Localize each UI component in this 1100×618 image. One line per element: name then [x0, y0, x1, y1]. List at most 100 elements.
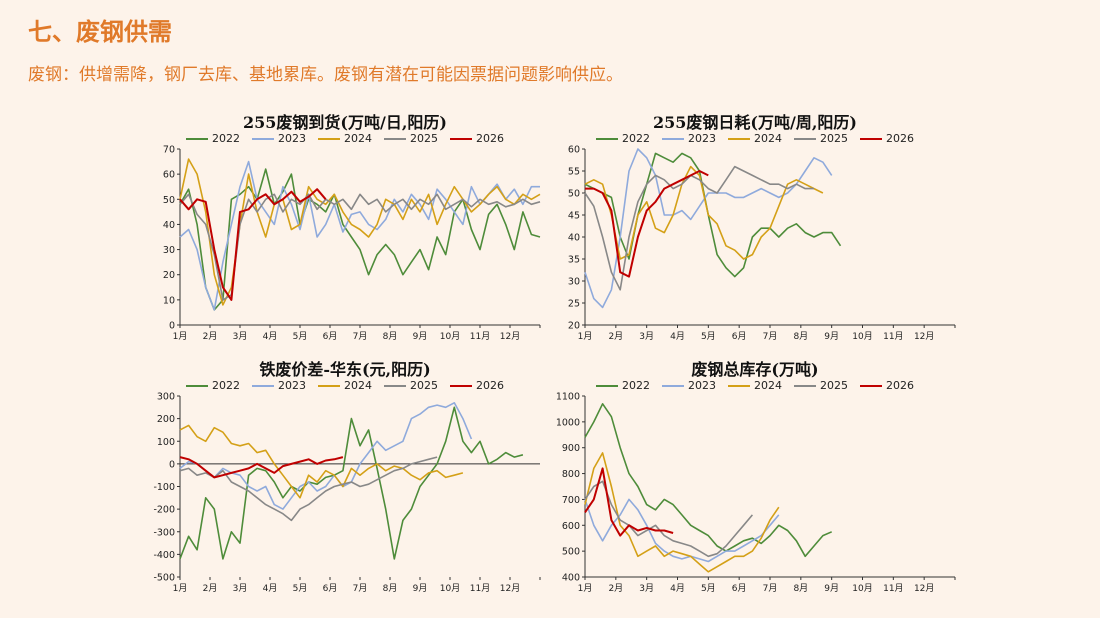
y-tick-label: 35 — [568, 255, 580, 266]
x-tick-label: 12月 — [914, 583, 934, 594]
legend-label: 2023 — [278, 379, 306, 392]
legend-label: 2025 — [410, 379, 438, 392]
chart-title: 255废钢到货(万吨/日,阳历) — [243, 113, 447, 132]
y-tick-label: -100 — [153, 482, 175, 493]
legend-swatch — [384, 385, 406, 387]
y-tick-label: 70 — [163, 145, 175, 156]
series-line-2022 — [179, 168, 541, 311]
legend-swatch — [794, 385, 816, 387]
x-tick-label: 4月 — [263, 331, 278, 342]
legend-label: 2024 — [344, 132, 372, 145]
chart-panel-2: 铁废价差-华东(元,阳历) 2022 2023 2024 2025 2026 -500 -40… — [140, 352, 550, 597]
chart-title: 255废钢日耗(万吨/周,阳历) — [653, 113, 857, 132]
legend-item-2026: 2026 — [860, 132, 914, 145]
chart-panel-3: 废钢总库存(万吨) 2022 2023 2024 2025 2026 400 500 600 70… — [545, 352, 965, 597]
series-line-2026 — [585, 170, 709, 278]
legend-swatch — [860, 385, 882, 387]
chart-panel-0: 255废钢到货(万吨/日,阳历) 2022 2023 2024 2025 2026 0 10 2… — [140, 105, 550, 345]
y-tick-label: 10 — [163, 295, 175, 306]
legend-swatch — [450, 138, 472, 140]
legend-swatch — [450, 385, 472, 387]
legend-label: 2025 — [820, 132, 848, 145]
chart-panel-1: 255废钢日耗(万吨/周,阳历) 2022 2023 2024 2025 2026 20 25… — [545, 105, 965, 345]
x-tick-label: 8月 — [383, 331, 398, 342]
series-line-2025 — [179, 456, 438, 522]
legend-swatch — [318, 385, 340, 387]
x-tick-label: 2月 — [203, 331, 218, 342]
x-tick-label: 7月 — [353, 583, 368, 594]
x-tick-label: 9月 — [413, 331, 428, 342]
y-tick-label: 0 — [169, 459, 175, 470]
legend-swatch — [794, 138, 816, 140]
x-tick-label: 9月 — [824, 331, 839, 342]
legend-item-2024: 2024 — [318, 379, 372, 392]
legend-item-2022: 2022 — [186, 132, 240, 145]
legend-swatch — [384, 138, 406, 140]
legend-item-2025: 2025 — [794, 379, 848, 392]
legend-swatch — [662, 385, 684, 387]
chart-plot: -500 -400 -300 -200 -100 0 100 200 300 1月 2月 3月 4月 5月… — [153, 392, 541, 594]
y-tick-label: 900 — [562, 443, 580, 454]
x-tick-label: 1月 — [578, 583, 593, 594]
legend-item-2025: 2025 — [794, 132, 848, 145]
y-tick-label: 700 — [562, 495, 580, 506]
legend-swatch — [596, 385, 618, 387]
x-tick-label: 10月 — [852, 583, 872, 594]
legend-label: 2024 — [754, 132, 782, 145]
legend-item-2024: 2024 — [728, 132, 782, 145]
x-tick-label: 3月 — [233, 331, 248, 342]
x-tick-label: 6月 — [323, 583, 338, 594]
legend-swatch — [728, 138, 750, 140]
series-line-2022 — [179, 406, 524, 560]
y-tick-label: 60 — [568, 145, 580, 156]
legend-item-2025: 2025 — [384, 132, 438, 145]
legend-swatch — [318, 138, 340, 140]
x-tick-label: 10月 — [852, 331, 872, 342]
legend-item-2023: 2023 — [252, 379, 306, 392]
x-tick-label: 3月 — [233, 583, 248, 594]
x-tick-label: 1月 — [578, 331, 593, 342]
x-tick-label: 3月 — [639, 583, 654, 594]
series-line-2023 — [179, 401, 473, 510]
legend-item-2025: 2025 — [384, 379, 438, 392]
x-tick-label: 12月 — [914, 331, 934, 342]
legend-label: 2022 — [622, 132, 650, 145]
legend-label: 2026 — [476, 132, 504, 145]
chart-legend: 2022 2023 2024 2025 2026 — [545, 379, 965, 392]
y-tick-label: 400 — [562, 573, 580, 584]
chart-legend: 2022 2023 2024 2025 2026 — [140, 379, 550, 392]
legend-swatch — [186, 385, 208, 387]
legend-label: 2026 — [886, 379, 914, 392]
legend-swatch — [186, 138, 208, 140]
y-tick-label: 20 — [163, 270, 175, 281]
x-tick-label: 9月 — [824, 583, 839, 594]
x-tick-label: 4月 — [263, 583, 278, 594]
series-line-2026 — [179, 188, 327, 301]
x-tick-label: 4月 — [670, 331, 685, 342]
y-tick-label: 1100 — [556, 392, 580, 403]
y-tick-label: 50 — [163, 195, 175, 206]
legend-label: 2023 — [688, 132, 716, 145]
x-tick-label: 5月 — [293, 583, 308, 594]
chart-plot: 0 10 20 30 40 50 60 70 1月 2月 3月 4月 5月 6月 7月 8月 9月 10月 11月 1… — [163, 145, 541, 342]
chart-legend: 2022 2023 2024 2025 2026 — [545, 132, 965, 145]
y-tick-label: -300 — [153, 527, 175, 538]
x-tick-label: 12月 — [500, 331, 520, 342]
x-tick-label: 7月 — [353, 331, 368, 342]
y-tick-label: 50 — [568, 189, 580, 200]
series-line-2026 — [584, 467, 674, 537]
x-tick-label: 10月 — [440, 331, 460, 342]
y-tick-label: 40 — [568, 233, 580, 244]
chart-legend: 2022 2023 2024 2025 2026 — [140, 132, 550, 145]
y-tick-label: 300 — [157, 392, 175, 403]
legend-label: 2023 — [688, 379, 716, 392]
x-tick-label: 5月 — [293, 331, 308, 342]
legend-label: 2026 — [886, 132, 914, 145]
series-line-2023 — [584, 148, 833, 309]
legend-label: 2024 — [344, 379, 372, 392]
y-tick-label: -200 — [153, 505, 175, 516]
x-tick-label: 1月 — [173, 583, 188, 594]
x-tick-label: 4月 — [670, 583, 685, 594]
x-tick-label: 9月 — [413, 583, 428, 594]
legend-label: 2022 — [212, 132, 240, 145]
